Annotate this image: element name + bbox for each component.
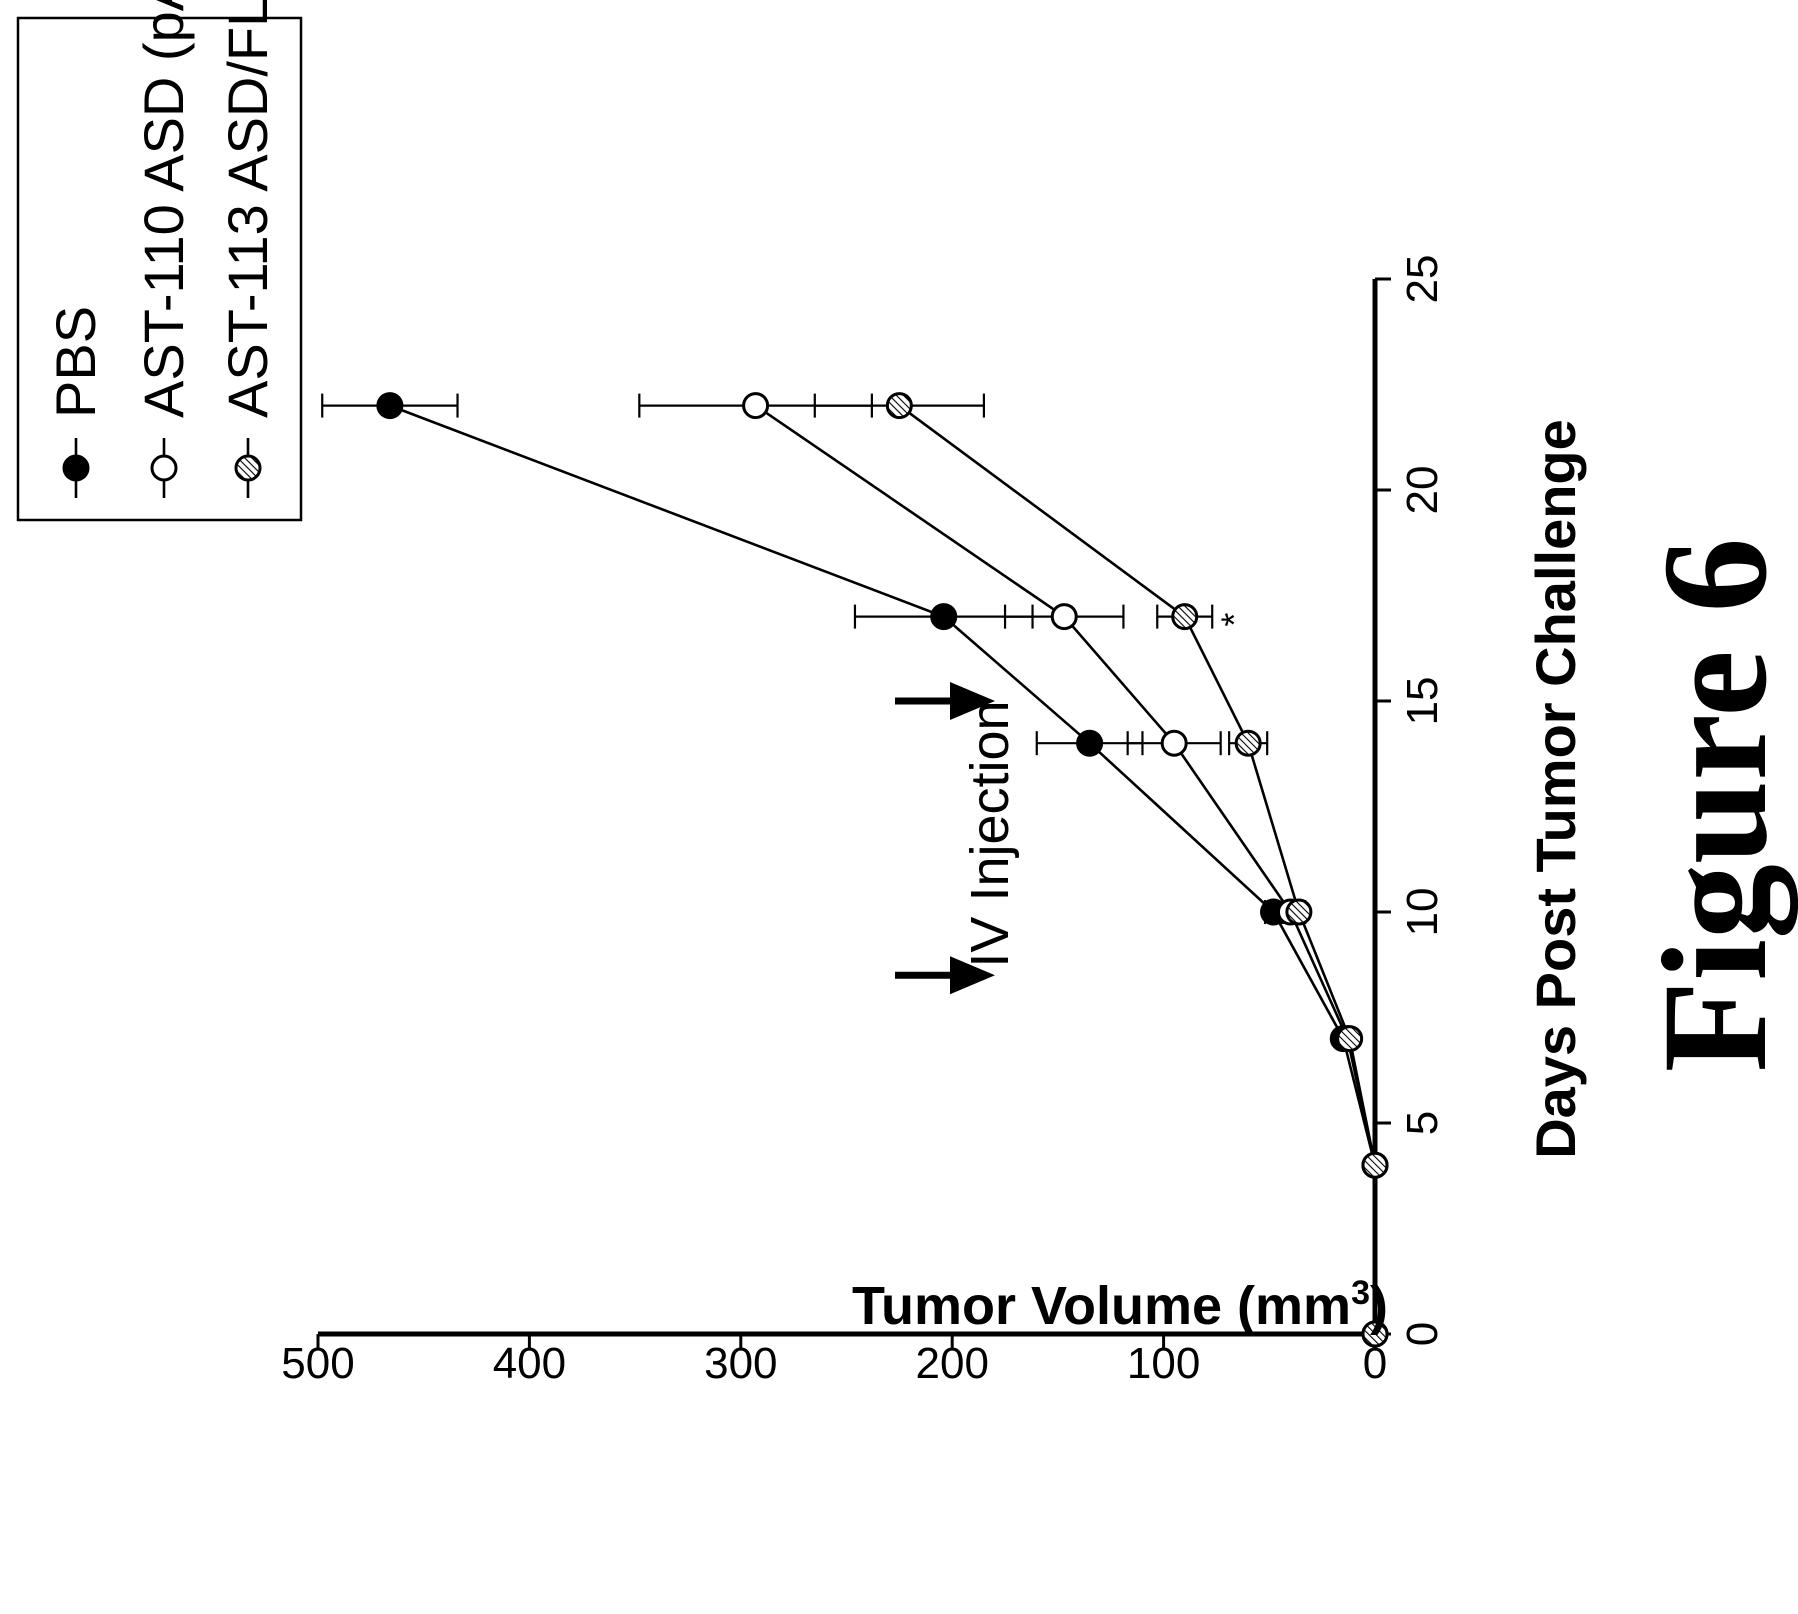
x-tick-label: 15: [1398, 677, 1447, 726]
y-axis-label: Tumor Volume (mm3): [852, 1274, 1388, 1336]
legend-marker: [234, 454, 262, 482]
y-tick-label: 200: [915, 1339, 988, 1388]
legend-marker: [150, 454, 178, 482]
y-axis-label-main: Tumor Volume (mm: [852, 1276, 1351, 1336]
series-0: [321, 392, 1389, 1348]
y-tick-label: 500: [281, 1339, 354, 1388]
figure-caption: Figure 6: [1632, 538, 1798, 1073]
x-tick-label: 20: [1398, 466, 1447, 515]
x-axis-label: Days Post Tumor Challenge: [1524, 419, 1587, 1159]
y-axis-label-superscript: 3: [1351, 1274, 1370, 1312]
legend-item: AST-113 ASD/FLG (pATI-shTREX1): [216, 0, 279, 498]
y-tick-label: 100: [1127, 1339, 1200, 1388]
data-point: [1171, 603, 1199, 631]
legend-label: AST-113 ASD/FLG (pATI-shTREX1): [216, 0, 279, 418]
injection-arrow: [895, 682, 995, 720]
data-point: [885, 392, 913, 420]
x-tick-label: 0: [1398, 1322, 1447, 1346]
y-tick-label: 300: [704, 1339, 777, 1388]
x-tick-label: 10: [1398, 888, 1447, 937]
legend-item: PBS: [44, 306, 107, 498]
legend-label: AST-110 ASD (pATI-shTREX1): [132, 0, 195, 418]
y-tick-label: 400: [493, 1339, 566, 1388]
series-2: [813, 392, 1389, 1348]
data-point: [1361, 1320, 1389, 1348]
legend-label: PBS: [44, 306, 107, 418]
data-point: [1336, 1025, 1364, 1053]
data-point: [1050, 603, 1078, 631]
iv-injection-annotation: IV Injection: [960, 700, 1020, 967]
y-axis-label-close: ): [1370, 1276, 1388, 1336]
data-point: [1160, 729, 1188, 757]
data-point: [742, 392, 770, 420]
data-point: [376, 392, 404, 420]
arrow-head: [950, 682, 995, 720]
data-point: [1285, 898, 1313, 926]
data-point: [930, 603, 958, 631]
legend-box: [16, 16, 303, 522]
x-tick-label: 5: [1398, 1111, 1447, 1135]
series-line: [389, 404, 1377, 1334]
legend-item: AST-110 ASD (pATI-shTREX1): [132, 0, 195, 498]
arrow-head: [950, 956, 995, 995]
legend: PBS AST-110 ASD (pATI-shTREX1) AST-113 ASD…: [16, 0, 303, 522]
significance-star: *: [1214, 613, 1255, 627]
series-line: [754, 404, 1377, 1334]
x-tick-label: 25: [1398, 255, 1447, 304]
data-point: [1234, 729, 1262, 757]
data-point: [1076, 729, 1104, 757]
data-point: [1361, 1151, 1389, 1179]
injection-arrow: [895, 956, 995, 995]
legend-marker: [62, 454, 90, 482]
